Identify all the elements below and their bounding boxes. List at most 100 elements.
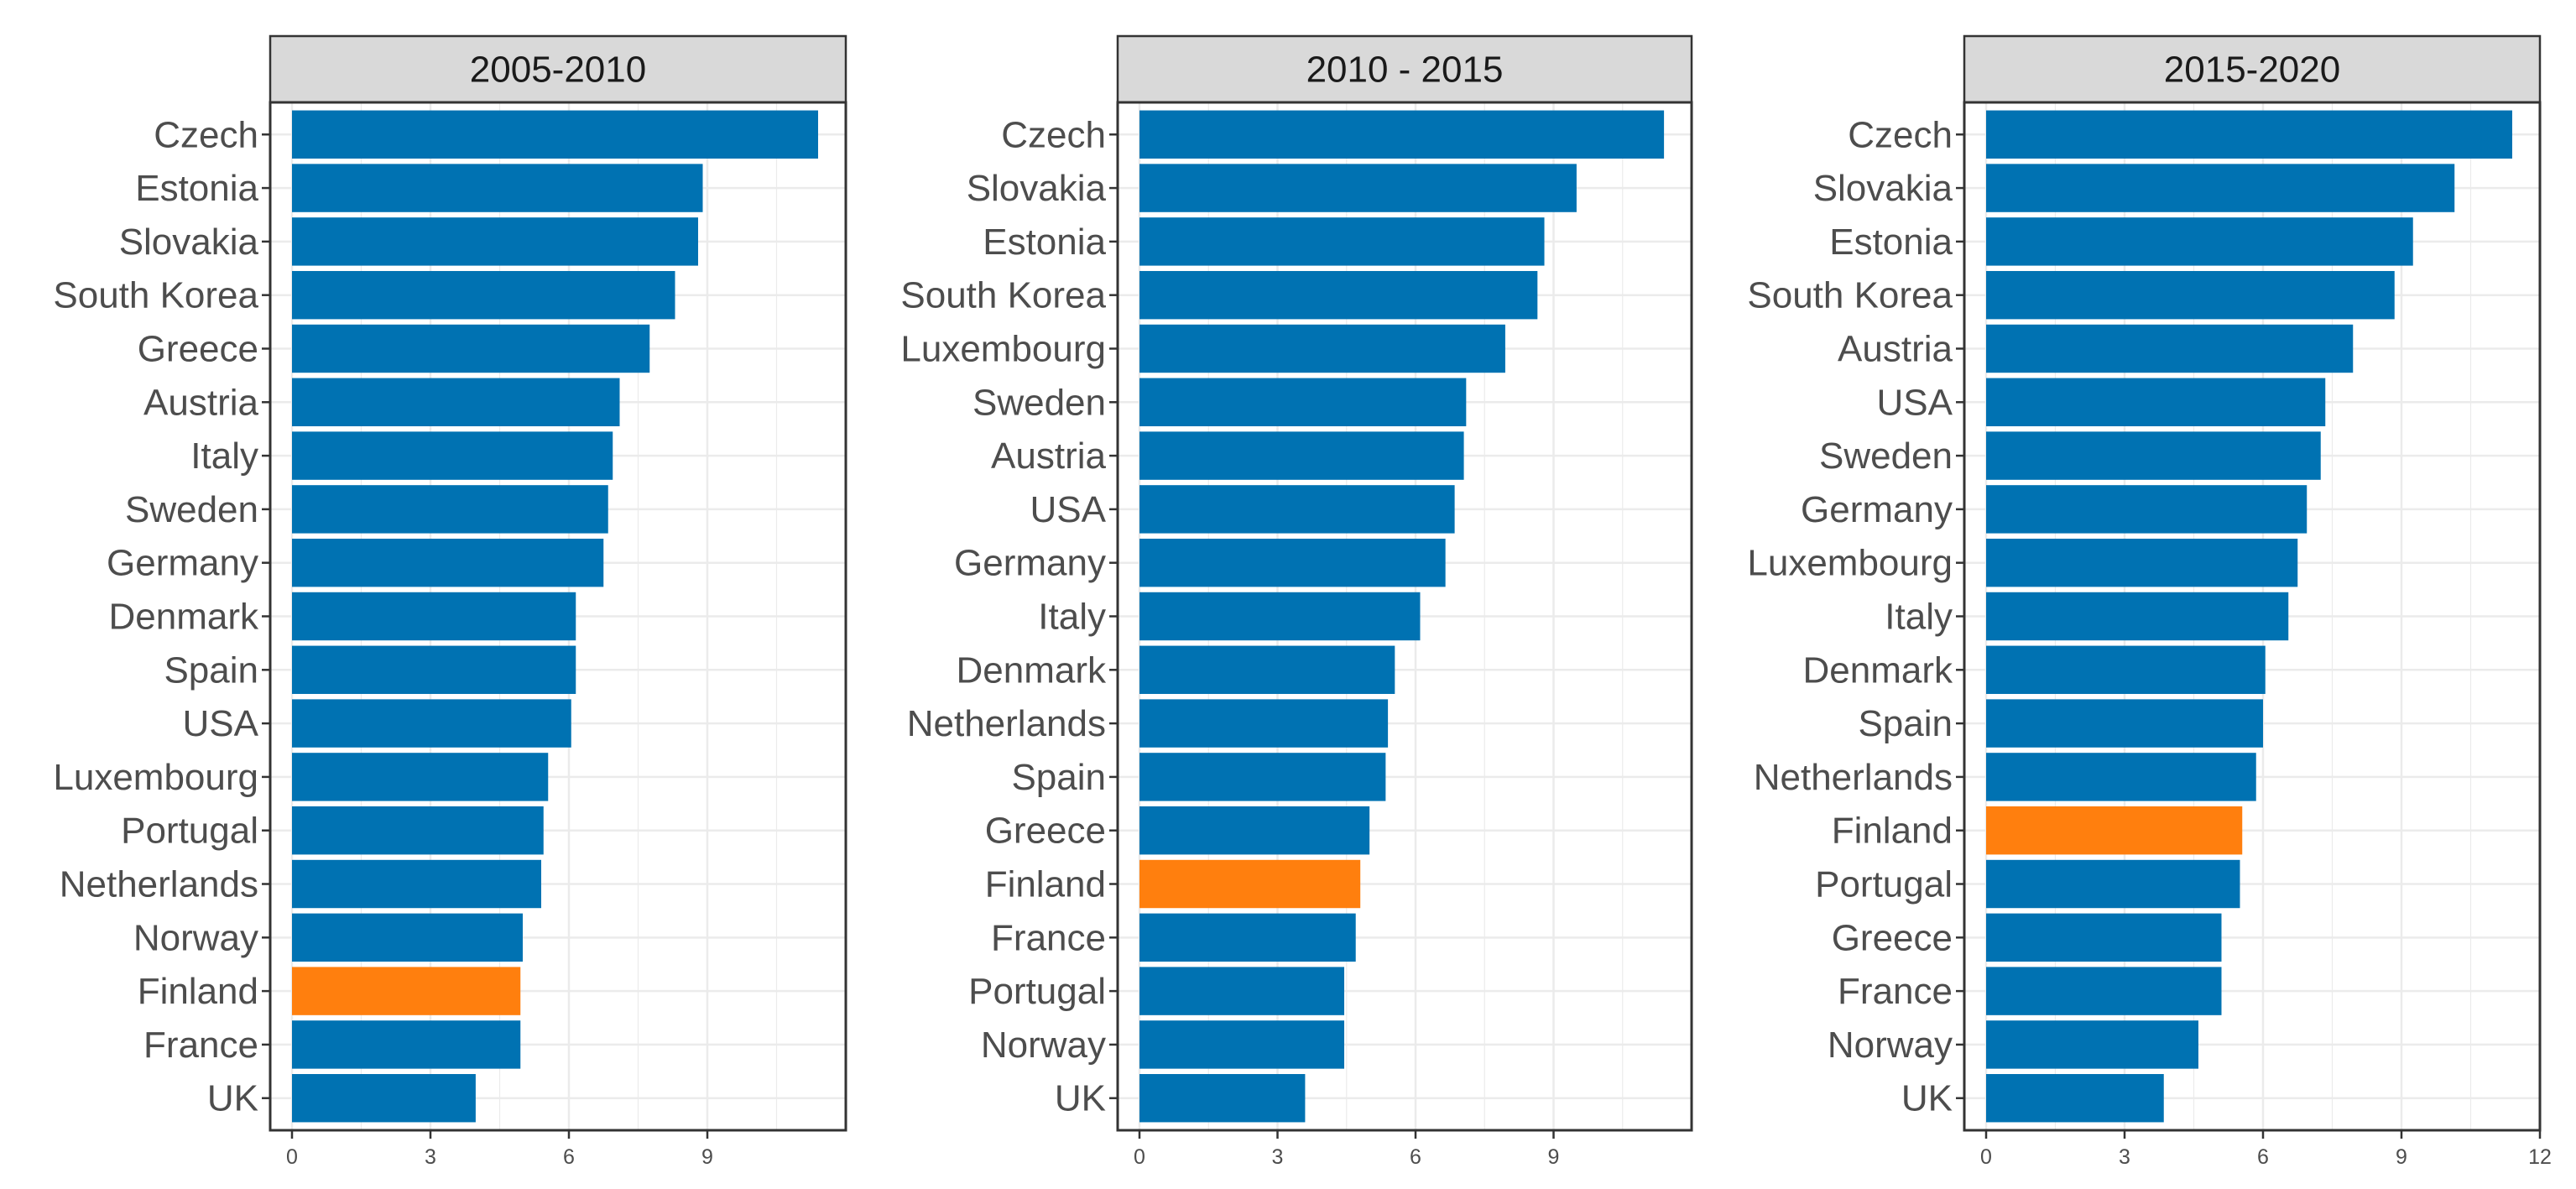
category-label: Spain (164, 649, 258, 691)
bar-south-korea (1139, 270, 1538, 320)
bars (1986, 110, 2512, 1123)
category-label: Germany (954, 543, 1106, 584)
category-label: Finland (985, 864, 1106, 905)
category-label: Estonia (135, 168, 258, 209)
bar-spain (292, 645, 576, 695)
bar-greece (1139, 806, 1370, 855)
chart-panels: 2005-2010 Czech Estonia Slovakia South Korea… (53, 34, 2552, 1169)
category-label: Italy (1885, 597, 1953, 638)
bar-finland (1986, 806, 2243, 855)
bar-portugal (1139, 967, 1345, 1015)
bar-norway (1986, 1020, 2198, 1069)
bar-spain (1139, 753, 1386, 801)
bar-italy (1986, 592, 2289, 641)
bar-south-korea (1986, 270, 2395, 320)
category-label: Spain (1011, 757, 1106, 798)
bar-slovakia (1986, 164, 2455, 212)
x-axis: 0 3 6 9 (1134, 1130, 1559, 1169)
panel-strip (1116, 34, 1693, 104)
bar-slovakia (292, 217, 698, 266)
x-tick-label: 9 (1548, 1145, 1560, 1169)
category-label: France (991, 917, 1106, 958)
category-label: Finland (138, 971, 258, 1012)
category-label: Norway (1828, 1025, 1953, 1066)
bar-czech (1139, 110, 1665, 159)
panel-title: 2010 - 2015 (1306, 50, 1504, 91)
bar-usa (1986, 378, 2326, 427)
bar-finland (292, 967, 521, 1015)
category-label: Luxembourg (1747, 543, 1953, 584)
panel-strip (269, 34, 847, 104)
bar-uk (1986, 1074, 2164, 1123)
category-label: Norway (981, 1025, 1106, 1066)
bar-greece (1986, 913, 2222, 962)
category-label: France (1838, 971, 1953, 1012)
category-label: Italy (190, 435, 258, 477)
category-label: Netherlands (60, 864, 258, 905)
bar-uk (292, 1074, 476, 1123)
category-label: Luxembourg (900, 328, 1106, 369)
bar-sweden (1986, 431, 2321, 480)
panel-3: 2015-2020 Czech Slovakia Estonia South Korea… (1747, 34, 2552, 1169)
bar-italy (292, 431, 613, 480)
category-label: Germany (107, 543, 258, 584)
category-label: Portugal (1815, 864, 1953, 905)
bar-estonia (292, 164, 703, 212)
category-label: Czech (154, 114, 258, 155)
category-label: Greece (985, 811, 1106, 852)
bar-portugal (292, 806, 544, 855)
category-label: USA (1030, 489, 1107, 530)
bar-luxembourg (1986, 538, 2298, 587)
bar-netherlands (292, 859, 541, 909)
bar-austria (292, 378, 620, 427)
category-label: UK (207, 1078, 258, 1119)
category-label: USA (1877, 382, 1953, 423)
category-label: Sweden (1819, 435, 1953, 477)
bar-germany (292, 538, 604, 587)
bar-germany (1986, 485, 2307, 534)
bar-czech (292, 110, 818, 159)
x-tick-label: 0 (1980, 1145, 1992, 1169)
x-tick-label: 0 (286, 1145, 298, 1169)
bar-greece (292, 324, 650, 373)
bar-usa (292, 699, 571, 748)
bar-sweden (292, 485, 608, 534)
category-label: Estonia (983, 222, 1106, 263)
category-label: South Korea (900, 275, 1106, 316)
category-label: Austria (143, 382, 258, 423)
category-label: Estonia (1829, 222, 1953, 263)
category-label: UK (1055, 1078, 1106, 1119)
category-label: Czech (1001, 114, 1106, 155)
category-label: Sweden (973, 382, 1106, 423)
category-label: Portugal (968, 971, 1106, 1012)
category-label: UK (1901, 1078, 1953, 1119)
panel-title: 2005-2010 (470, 50, 646, 91)
bar-sweden (1139, 378, 1467, 427)
x-tick-label: 12 (2528, 1145, 2552, 1169)
category-label: Netherlands (1754, 757, 1953, 798)
category-label: Denmark (109, 597, 259, 638)
category-label: Austria (1838, 328, 1953, 369)
category-labels: Czech Slovakia Estonia South Korea Austria US… (1747, 114, 1964, 1119)
bar-usa (1139, 485, 1455, 534)
bars (292, 110, 818, 1123)
category-label: Italy (1038, 597, 1106, 638)
bar-austria (1139, 431, 1464, 480)
bar-luxembourg (292, 753, 549, 801)
category-label: Norway (133, 917, 258, 958)
category-label: Portugal (121, 811, 258, 852)
category-label: Greece (138, 328, 258, 369)
bar-czech (1986, 110, 2512, 159)
bar-estonia (1139, 217, 1545, 266)
bar-slovakia (1139, 164, 1577, 212)
x-tick-label: 9 (701, 1145, 713, 1169)
bar-denmark (1986, 645, 2266, 695)
category-label: Germany (1801, 489, 1953, 530)
category-label: Slovakia (1813, 168, 1953, 209)
panel-2: 2010 - 2015 Czech Slovakia Estonia South Kor… (900, 34, 1693, 1169)
category-label: South Korea (53, 275, 258, 316)
category-label: Slovakia (967, 168, 1107, 209)
bar-italy (1139, 592, 1421, 641)
bar-austria (1986, 324, 2354, 373)
